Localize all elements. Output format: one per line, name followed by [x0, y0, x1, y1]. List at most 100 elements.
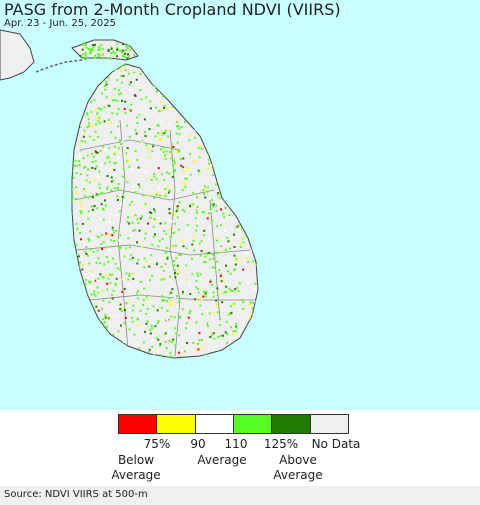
ndvi-pixel — [220, 245, 223, 248]
ndvi-pixel — [143, 205, 146, 208]
ndvi-pixel — [206, 322, 208, 325]
ndvi-pixel — [129, 88, 132, 91]
ndvi-pixel — [209, 280, 212, 283]
ndvi-pixel — [116, 186, 119, 189]
ndvi-pixel — [149, 107, 152, 110]
ndvi-pixel — [101, 47, 104, 50]
ndvi-pixel — [138, 347, 141, 350]
ndvi-pixel — [136, 218, 139, 221]
ndvi-pixel — [110, 154, 113, 157]
ndvi-pixel — [125, 247, 128, 250]
ndvi-pixel — [84, 44, 87, 47]
ndvi-pixel — [99, 107, 102, 110]
ndvi-pixel — [137, 222, 140, 225]
ndvi-pixel — [206, 217, 209, 220]
ndvi-pixel — [242, 268, 245, 271]
ndvi-pixel — [92, 155, 95, 158]
ndvi-pixel — [160, 138, 163, 141]
ndvi-pixel — [209, 279, 212, 282]
ndvi-pixel — [79, 210, 82, 213]
ndvi-pixel — [78, 164, 81, 166]
ndvi-pixel — [113, 292, 115, 295]
ndvi-pixel — [235, 226, 238, 229]
ndvi-pixel — [79, 173, 82, 176]
ndvi-pixel — [180, 177, 183, 180]
ndvi-pixel — [181, 208, 184, 211]
ndvi-pixel — [136, 297, 139, 300]
ndvi-pixel — [114, 52, 117, 55]
ndvi-pixel — [107, 76, 110, 79]
ndvi-pixel — [127, 301, 130, 304]
ndvi-pixel — [248, 303, 251, 306]
ndvi-pixel — [111, 99, 114, 102]
ndvi-pixel — [217, 192, 220, 194]
ndvi-pixel — [204, 187, 207, 190]
ndvi-pixel — [167, 123, 170, 126]
ndvi-pixel — [195, 229, 198, 232]
ndvi-pixel — [145, 260, 148, 263]
ndvi-pixel — [153, 86, 156, 89]
ndvi-pixel — [83, 129, 86, 132]
ndvi-pixel — [143, 325, 146, 328]
ndvi-pixel — [152, 235, 155, 238]
ndvi-pixel — [111, 293, 113, 296]
ndvi-pixel — [119, 139, 121, 142]
ndvi-pixel — [79, 200, 81, 203]
ndvi-pixel — [195, 321, 198, 324]
ndvi-pixel — [88, 262, 91, 265]
ndvi-pixel — [206, 253, 209, 256]
ndvi-pixel — [230, 331, 233, 334]
ndvi-pixel — [101, 53, 104, 56]
ndvi-pixel — [78, 126, 81, 129]
ndvi-pixel — [159, 343, 162, 346]
ndvi-pixel — [178, 133, 181, 136]
ndvi-pixel — [135, 186, 138, 189]
ndvi-pixel — [156, 90, 159, 93]
ndvi-pixel — [126, 44, 129, 47]
ndvi-pixel — [131, 320, 134, 323]
ndvi-pixel — [153, 218, 156, 221]
ndvi-pixel — [192, 191, 195, 194]
ndvi-pixel — [195, 298, 198, 301]
ndvi-pixel — [119, 92, 122, 95]
ndvi-pixel — [220, 208, 222, 211]
ndvi-pixel — [154, 135, 157, 138]
ndvi-pixel — [148, 348, 151, 351]
ndvi-pixel — [176, 208, 179, 211]
ndvi-pixel — [107, 104, 110, 107]
ndvi-pixel — [106, 186, 109, 189]
ndvi-pixel — [80, 212, 83, 215]
ndvi-pixel — [187, 166, 190, 169]
ndvi-pixel — [105, 274, 108, 277]
ndvi-pixel — [239, 246, 242, 248]
ndvi-pixel — [208, 212, 211, 215]
ndvi-pixel — [199, 144, 201, 147]
ndvi-pixel — [247, 260, 250, 263]
ndvi-pixel — [117, 199, 119, 201]
ndvi-pixel — [108, 301, 111, 304]
ndvi-pixel — [247, 315, 250, 318]
ndvi-pixel — [204, 255, 207, 258]
ndvi-pixel — [120, 202, 122, 205]
ndvi-pixel — [98, 183, 101, 186]
ndvi-pixel — [154, 210, 156, 213]
ndvi-pixel — [248, 316, 251, 319]
ndvi-pixel — [129, 108, 131, 111]
ndvi-pixel — [211, 266, 214, 269]
ndvi-pixel — [121, 119, 124, 122]
ndvi-pixel — [159, 354, 162, 357]
ndvi-pixel — [148, 265, 151, 268]
ndvi-pixel — [166, 309, 169, 312]
ndvi-pixel — [199, 277, 202, 280]
ndvi-pixel — [182, 169, 185, 172]
ndvi-pixel — [128, 328, 131, 331]
ndvi-pixel — [168, 297, 171, 300]
ndvi-pixel — [182, 157, 185, 160]
ndvi-pixel — [176, 264, 179, 267]
ndvi-pixel — [118, 93, 121, 96]
ndvi-pixel — [79, 261, 81, 264]
ndvi-pixel — [158, 237, 161, 240]
ndvi-pixel — [155, 106, 157, 109]
ndvi-pixel — [88, 181, 91, 184]
ndvi-pixel — [106, 288, 109, 291]
